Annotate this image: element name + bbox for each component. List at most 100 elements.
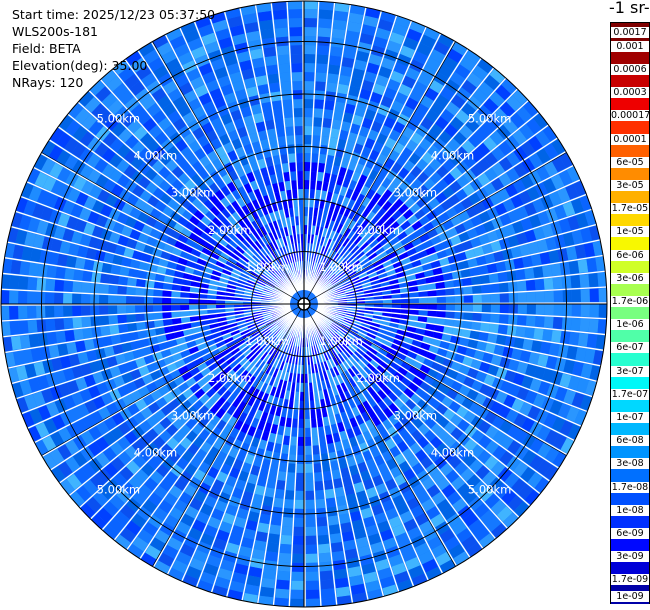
range-gate-cell [92, 490, 109, 507]
range-gate-cell [299, 391, 304, 401]
range-gate-cell [246, 320, 256, 326]
range-gate-cell [287, 198, 294, 209]
range-gate-cell [315, 253, 320, 264]
range-gate-cell [403, 36, 419, 51]
range-gate-cell [157, 232, 169, 243]
range-gate-cell [490, 499, 507, 516]
range-gate-cell [462, 356, 474, 367]
range-gate-cell [335, 586, 351, 598]
range-gate-cell [348, 502, 360, 513]
range-gate-cell [566, 406, 580, 423]
range-gate-cell [112, 344, 124, 355]
range-gate-cell [573, 180, 587, 197]
range-gate-cell [148, 492, 163, 507]
range-gate-cell [382, 304, 392, 308]
range-gate-cell [376, 268, 386, 276]
range-gate-cell [457, 483, 472, 498]
range-gate-cell [227, 256, 238, 265]
range-gate-cell [436, 289, 446, 297]
range-gate-cell [238, 470, 249, 482]
range-gate-cell [190, 173, 203, 186]
range-gate-cell [215, 201, 226, 212]
range-gate-cell [254, 334, 264, 343]
range-gate-cell [231, 189, 242, 201]
range-gate-cell [456, 345, 468, 356]
range-gate-cell [349, 273, 359, 281]
range-gate-cell [285, 417, 292, 428]
range-gate-cell [231, 158, 242, 170]
range-gate-cell [485, 516, 502, 532]
range-gate-cell [214, 189, 226, 201]
range-gate-cell [223, 141, 235, 154]
range-gate-cell [384, 49, 399, 62]
range-gate-cell [414, 542, 430, 557]
range-gate-cell [417, 249, 428, 259]
range-gate-cell [159, 192, 172, 205]
range-gate-cell [402, 448, 414, 461]
range-gate-cell [411, 110, 425, 124]
range-gate-cell [254, 484, 266, 496]
range-gate-cell [212, 479, 225, 492]
range-gate-cell [296, 153, 303, 163]
range-gate-cell [321, 342, 328, 352]
range-gate-cell [167, 88, 182, 102]
range-gate-cell [448, 455, 462, 469]
range-gate-cell [8, 367, 20, 383]
range-gate-cell [207, 221, 218, 232]
range-gate-cell [350, 77, 363, 89]
range-gate-cell [263, 256, 271, 266]
range-gate-cell [207, 466, 220, 479]
range-gate-cell [224, 161, 235, 174]
range-gate-cell [402, 75, 416, 89]
range-gate-cell [261, 577, 276, 589]
range-gate-cell [132, 536, 149, 552]
ray-gap [166, 316, 299, 575]
range-gate-cell [346, 557, 360, 569]
range-gate-cell [187, 394, 199, 406]
range-gate-cell [257, 196, 266, 208]
range-gate-cell [339, 235, 347, 246]
range-gate-cell [499, 304, 509, 314]
range-gate-cell [365, 419, 375, 431]
range-gate-cell [220, 559, 235, 572]
range-gate-cell [393, 225, 404, 236]
range-gate-cell [188, 254, 199, 263]
range-gate-cell [165, 424, 179, 437]
range-gate-cell [434, 274, 445, 283]
range-gate-cell [320, 579, 334, 590]
range-gate-cell [83, 374, 96, 388]
range-gate-cell [364, 335, 375, 343]
range-gate-cell [466, 227, 479, 239]
range-gate-cell [525, 364, 537, 377]
range-gate-cell [417, 316, 428, 323]
range-gate-cell [28, 425, 42, 442]
range-gate-cell [540, 194, 554, 210]
range-gate-cell [272, 220, 280, 231]
range-gate-cell [245, 248, 255, 258]
range-gate-cell [363, 516, 376, 528]
range-gate-cell [235, 479, 247, 491]
range-gate-cell [124, 431, 138, 445]
range-gate-cell [404, 435, 417, 448]
range-gate-cell [524, 327, 535, 339]
range-gate-cell [132, 411, 146, 425]
range-gate-cell [180, 349, 191, 359]
range-gate-cell [423, 375, 435, 386]
range-gate-cell [300, 364, 304, 374]
range-gate-cell [290, 598, 304, 607]
range-gate-cell [153, 220, 165, 232]
range-gate-cell [400, 298, 410, 304]
range-gate-cell [533, 266, 544, 279]
range-gate-cell [237, 390, 247, 401]
range-gate-cell [227, 15, 243, 28]
range-gate-cell [397, 113, 410, 126]
range-gate-cell [304, 373, 309, 383]
range-gate-cell [347, 330, 357, 337]
ray-gap [79, 312, 295, 509]
range-gate-cell [62, 228, 75, 242]
range-gate-cell [43, 418, 58, 434]
range-gate-cell [126, 286, 136, 296]
range-gate-cell [148, 57, 164, 72]
range-gate-cell [436, 304, 446, 311]
range-gate-cell [429, 49, 446, 64]
